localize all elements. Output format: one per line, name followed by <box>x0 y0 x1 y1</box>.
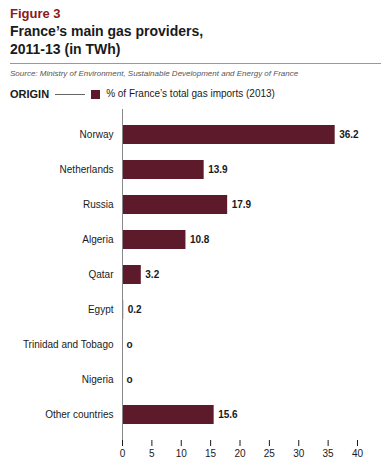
svg-text:Trinidad and Tobago: Trinidad and Tobago <box>23 339 114 350</box>
html-text:% of France’s total gas import: % of France’s total gas imports (2013) <box>106 88 275 99</box>
svg-text:13.9: 13.9 <box>208 164 228 175</box>
svg-text:35: 35 <box>323 448 335 459</box>
svg-text:20: 20 <box>234 448 246 459</box>
svg-text:30: 30 <box>293 448 305 459</box>
svg-text:Netherlands: Netherlands <box>60 164 114 175</box>
svg-text:5: 5 <box>149 448 155 459</box>
svg-text:Algeria: Algeria <box>82 234 114 245</box>
svg-text:Other countries: Other countries <box>45 409 113 420</box>
html-text:Figure 3: Figure 3 <box>10 6 61 21</box>
html-text:Source: Ministry of Environmen: Source: Ministry of Environment, Sustain… <box>10 69 299 78</box>
html-text:2011-13 (in TWh): 2011-13 (in TWh) <box>10 41 121 57</box>
svg-text:36.2: 36.2 <box>339 129 359 140</box>
svg-text:10.8: 10.8 <box>190 234 210 245</box>
svg-text:Qatar: Qatar <box>88 269 114 280</box>
svg-text:Norway: Norway <box>80 129 114 140</box>
svg-text:o: o <box>127 374 133 385</box>
svg-text:Russia: Russia <box>83 199 114 210</box>
svg-text:o: o <box>127 339 133 350</box>
svg-text:40: 40 <box>352 448 364 459</box>
svg-text:Nigeria: Nigeria <box>82 374 114 385</box>
html-text:France’s main gas providers,: France’s main gas providers, <box>10 23 204 39</box>
svg-text:Egypt: Egypt <box>88 304 114 315</box>
svg-text:17.9: 17.9 <box>232 199 252 210</box>
svg-text:15.6: 15.6 <box>218 409 238 420</box>
svg-text:15: 15 <box>205 448 217 459</box>
svg-text:25: 25 <box>264 448 276 459</box>
svg-text:3.2: 3.2 <box>145 269 159 280</box>
svg-text:0.2: 0.2 <box>128 304 142 315</box>
svg-text:10: 10 <box>176 448 188 459</box>
svg-text:0: 0 <box>120 448 126 459</box>
html-text:ORIGIN: ORIGIN <box>10 88 50 100</box>
